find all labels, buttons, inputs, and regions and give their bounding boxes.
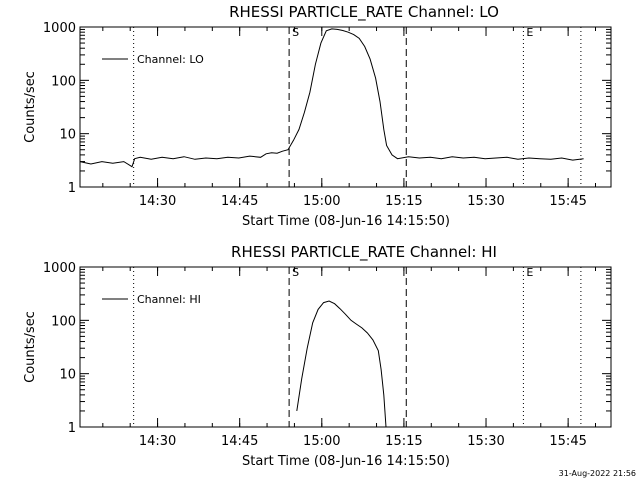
event-marker-label: E xyxy=(526,266,533,279)
y-ticks: 1 10 100 1000 xyxy=(43,261,611,436)
y-tick-label: 10 xyxy=(59,368,76,383)
y-tick-label: 100 xyxy=(51,314,76,329)
x-tick-label: 15:45 xyxy=(549,434,586,449)
x-tick-label: 15:30 xyxy=(467,434,504,449)
x-tick-label: 15:45 xyxy=(549,194,586,209)
x-tick-label: 15:30 xyxy=(467,194,504,209)
x-tick-label: 14:45 xyxy=(221,194,258,209)
plot-frame xyxy=(79,26,612,188)
x-tick-label: 14:45 xyxy=(221,434,258,449)
y-tick-label: 1000 xyxy=(43,261,76,276)
x-tick-label: 15:15 xyxy=(385,194,422,209)
series xyxy=(79,28,584,168)
timestamp: 31-Aug-2022 21:56 xyxy=(559,469,636,478)
y-ticks: 1 10 100 1000 xyxy=(43,21,611,196)
chart-title: RHESSI PARTICLE_RATE Channel: LO xyxy=(229,3,499,22)
y-tick-label: 1 xyxy=(68,181,76,196)
x-ticks: 14:30 14:45 15:00 15:15 15:30 15:45 xyxy=(102,27,597,209)
plot-frame xyxy=(79,266,612,428)
legend-label: Channel: HI xyxy=(137,293,201,306)
legend-label: Channel: LO xyxy=(137,53,204,66)
series-line xyxy=(296,300,387,428)
y-tick-label: 1 xyxy=(68,421,76,436)
series-line xyxy=(79,28,584,168)
y-tick-label: 10 xyxy=(59,128,76,143)
event-marker-label: S xyxy=(292,266,299,279)
x-tick-label: 14:30 xyxy=(139,194,176,209)
x-axis-label: Start Time (08-Jun-16 14:15:50) xyxy=(242,214,450,229)
series xyxy=(296,300,387,428)
event-marker-label: S xyxy=(292,26,299,39)
x-tick-label: 15:00 xyxy=(303,434,340,449)
chart-title: RHESSI PARTICLE_RATE Channel: HI xyxy=(231,243,497,262)
y-axis-label: Counts/sec xyxy=(23,71,38,143)
x-ticks: 14:30 14:45 15:00 15:15 15:30 15:45 xyxy=(102,267,597,449)
x-tick-label: 14:30 xyxy=(139,434,176,449)
event-marker-label: E xyxy=(526,26,533,39)
lo-channel-plot: RHESSI PARTICLE_RATE Channel: LO Counts/… xyxy=(23,3,612,229)
y-axis-label: Counts/sec xyxy=(23,311,38,383)
y-tick-label: 100 xyxy=(51,74,76,89)
x-tick-label: 15:15 xyxy=(385,434,422,449)
x-axis-label: Start Time (08-Jun-16 14:15:50) xyxy=(242,454,450,469)
x-tick-label: 15:00 xyxy=(303,194,340,209)
hi-channel-plot: RHESSI PARTICLE_RATE Channel: HI Counts/… xyxy=(23,243,612,469)
y-tick-label: 1000 xyxy=(43,21,76,36)
